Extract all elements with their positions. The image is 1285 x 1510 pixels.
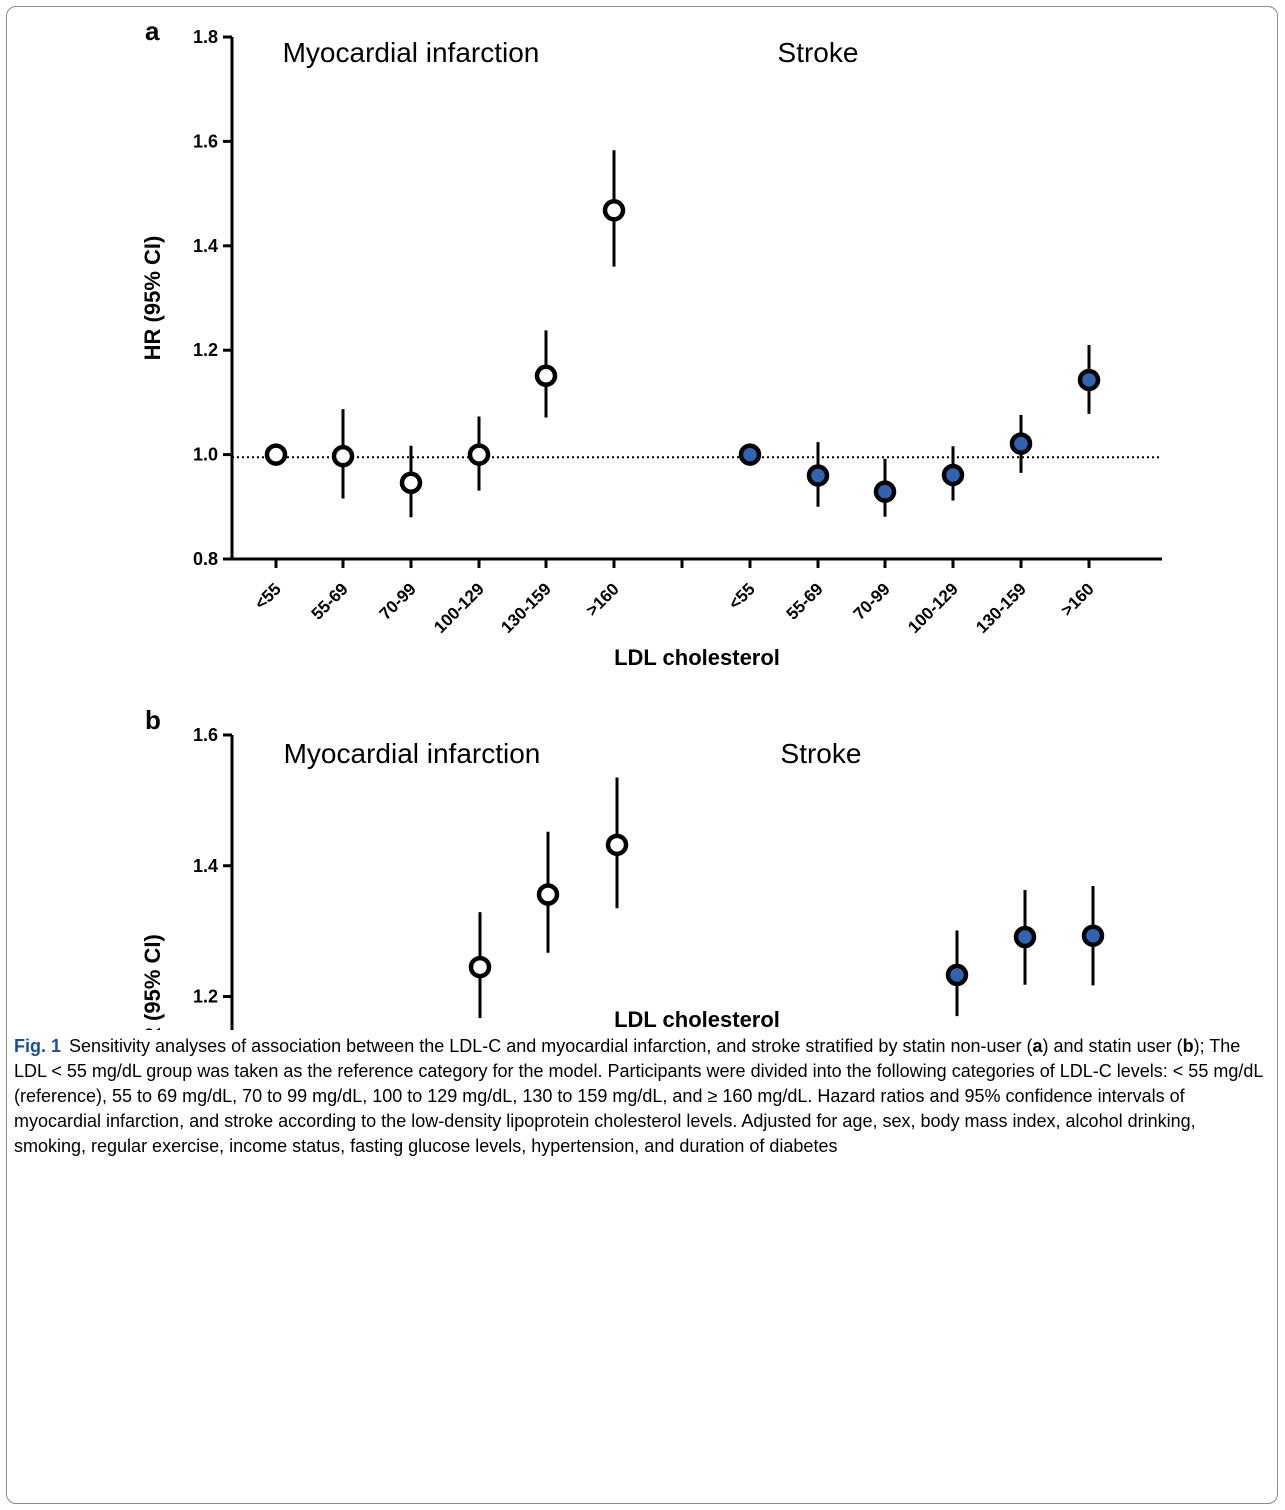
panel-a-mi-x-tick-label: 130-159	[497, 579, 555, 637]
panel-a-stroke-point	[941, 463, 965, 487]
panel-a-mi-title: Myocardial infarction	[283, 37, 540, 68]
panel-b-stroke-point	[1013, 925, 1037, 949]
panel-a-y-axis-title: HR (95% CI)	[140, 236, 165, 361]
panel-a-y-tick-label: 1.4	[193, 236, 218, 256]
panel-b-mi-point	[605, 833, 629, 857]
panel-a-stroke-x-tick-label: 100-129	[904, 579, 962, 637]
caption-panel-a-ref: a	[1032, 1036, 1043, 1056]
panel-a-mi-point	[467, 443, 491, 466]
panel-a-mi-x-tick-label: >160	[582, 579, 623, 620]
panel-b-mi-point	[468, 955, 492, 979]
panel-a-stroke-x-tick-label: 55-69	[783, 579, 827, 623]
caption-text-3: ); The LDL < 55 mg/dL group was taken as…	[14, 1036, 1263, 1156]
panel-a-stroke-point	[738, 443, 762, 466]
figure-label: Fig. 1	[14, 1036, 62, 1056]
panel-a-y-tick-label: 1.8	[193, 27, 218, 47]
panel-b-y-axis-title: HR (95% CI)	[140, 934, 165, 1030]
panel-a-y-tick-label: 1.6	[193, 131, 218, 151]
panel-a-mi-point	[534, 364, 558, 388]
panel-a-stroke-x-tick-label: <55	[725, 579, 759, 613]
panel-a-mi-x-tick-label: <55	[251, 579, 285, 613]
panel-a-letter: a	[145, 16, 160, 46]
panel-b-mi-title: Myocardial infarction	[284, 738, 541, 769]
panel-a-stroke-x-tick-label: 70-99	[850, 579, 894, 623]
caption-text-1: Sensitivity analyses of association betw…	[69, 1036, 1033, 1056]
panel-a-mi-point	[264, 443, 288, 466]
panel-b-letter: b	[145, 705, 161, 735]
figure-svg: a 0.8 1.0 1.2 1.4 1.6 1.8 HR (95% CI) LDL choles…	[140, 16, 1162, 1030]
figure-frame	[6, 6, 1278, 1504]
figure-caption: Fig. 1 Sensitivity analyses of associatio…	[14, 1034, 1264, 1159]
caption-panel-b-ref: b	[1182, 1036, 1194, 1056]
panel-a-stroke-x-tick-label: 130-159	[972, 579, 1030, 637]
panel-a-y-tick-label: 1.2	[193, 340, 218, 360]
caption-text-2: ) and statin user (	[1042, 1036, 1183, 1056]
panel-a-mi-x-tick-label: 55-69	[308, 579, 352, 623]
panel-a-mi-x-tick-label: 100-129	[430, 579, 488, 637]
panel-a-mi-point	[331, 444, 355, 468]
panel-a-x-axis-title: LDL cholesterol	[614, 645, 780, 670]
panel-a-stroke-point	[1009, 432, 1033, 455]
panel-a-stroke-point	[1077, 368, 1101, 392]
panel-a-stroke-point	[873, 480, 897, 503]
panel-b-stroke-point	[945, 963, 969, 987]
panel-b-y-tick-label: 1.6	[193, 725, 218, 745]
panel-a-mi-point	[399, 471, 423, 495]
panel-a-stroke-point	[806, 464, 830, 487]
panel-a-y-tick-label: 0.8	[193, 549, 218, 569]
panel-b-mi-point	[536, 883, 560, 906]
panel-a-stroke-x-tick-label: >160	[1057, 579, 1098, 620]
panel-a-mi-point	[602, 199, 626, 222]
panel-b-stroke-title: Stroke	[781, 738, 862, 769]
panel-b-y-tick-label: 1.4	[193, 856, 218, 876]
panel-a-mi-x-tick-label: 70-99	[376, 579, 420, 623]
panel-b-y-tick-label: 1.2	[193, 987, 218, 1007]
panel-a-stroke-title: Stroke	[778, 37, 859, 68]
panel-a-y-tick-label: 1.0	[193, 445, 218, 465]
panel-b-x-axis-title: LDL cholesterol	[614, 1007, 780, 1030]
panel-b-stroke-point	[1081, 924, 1105, 947]
